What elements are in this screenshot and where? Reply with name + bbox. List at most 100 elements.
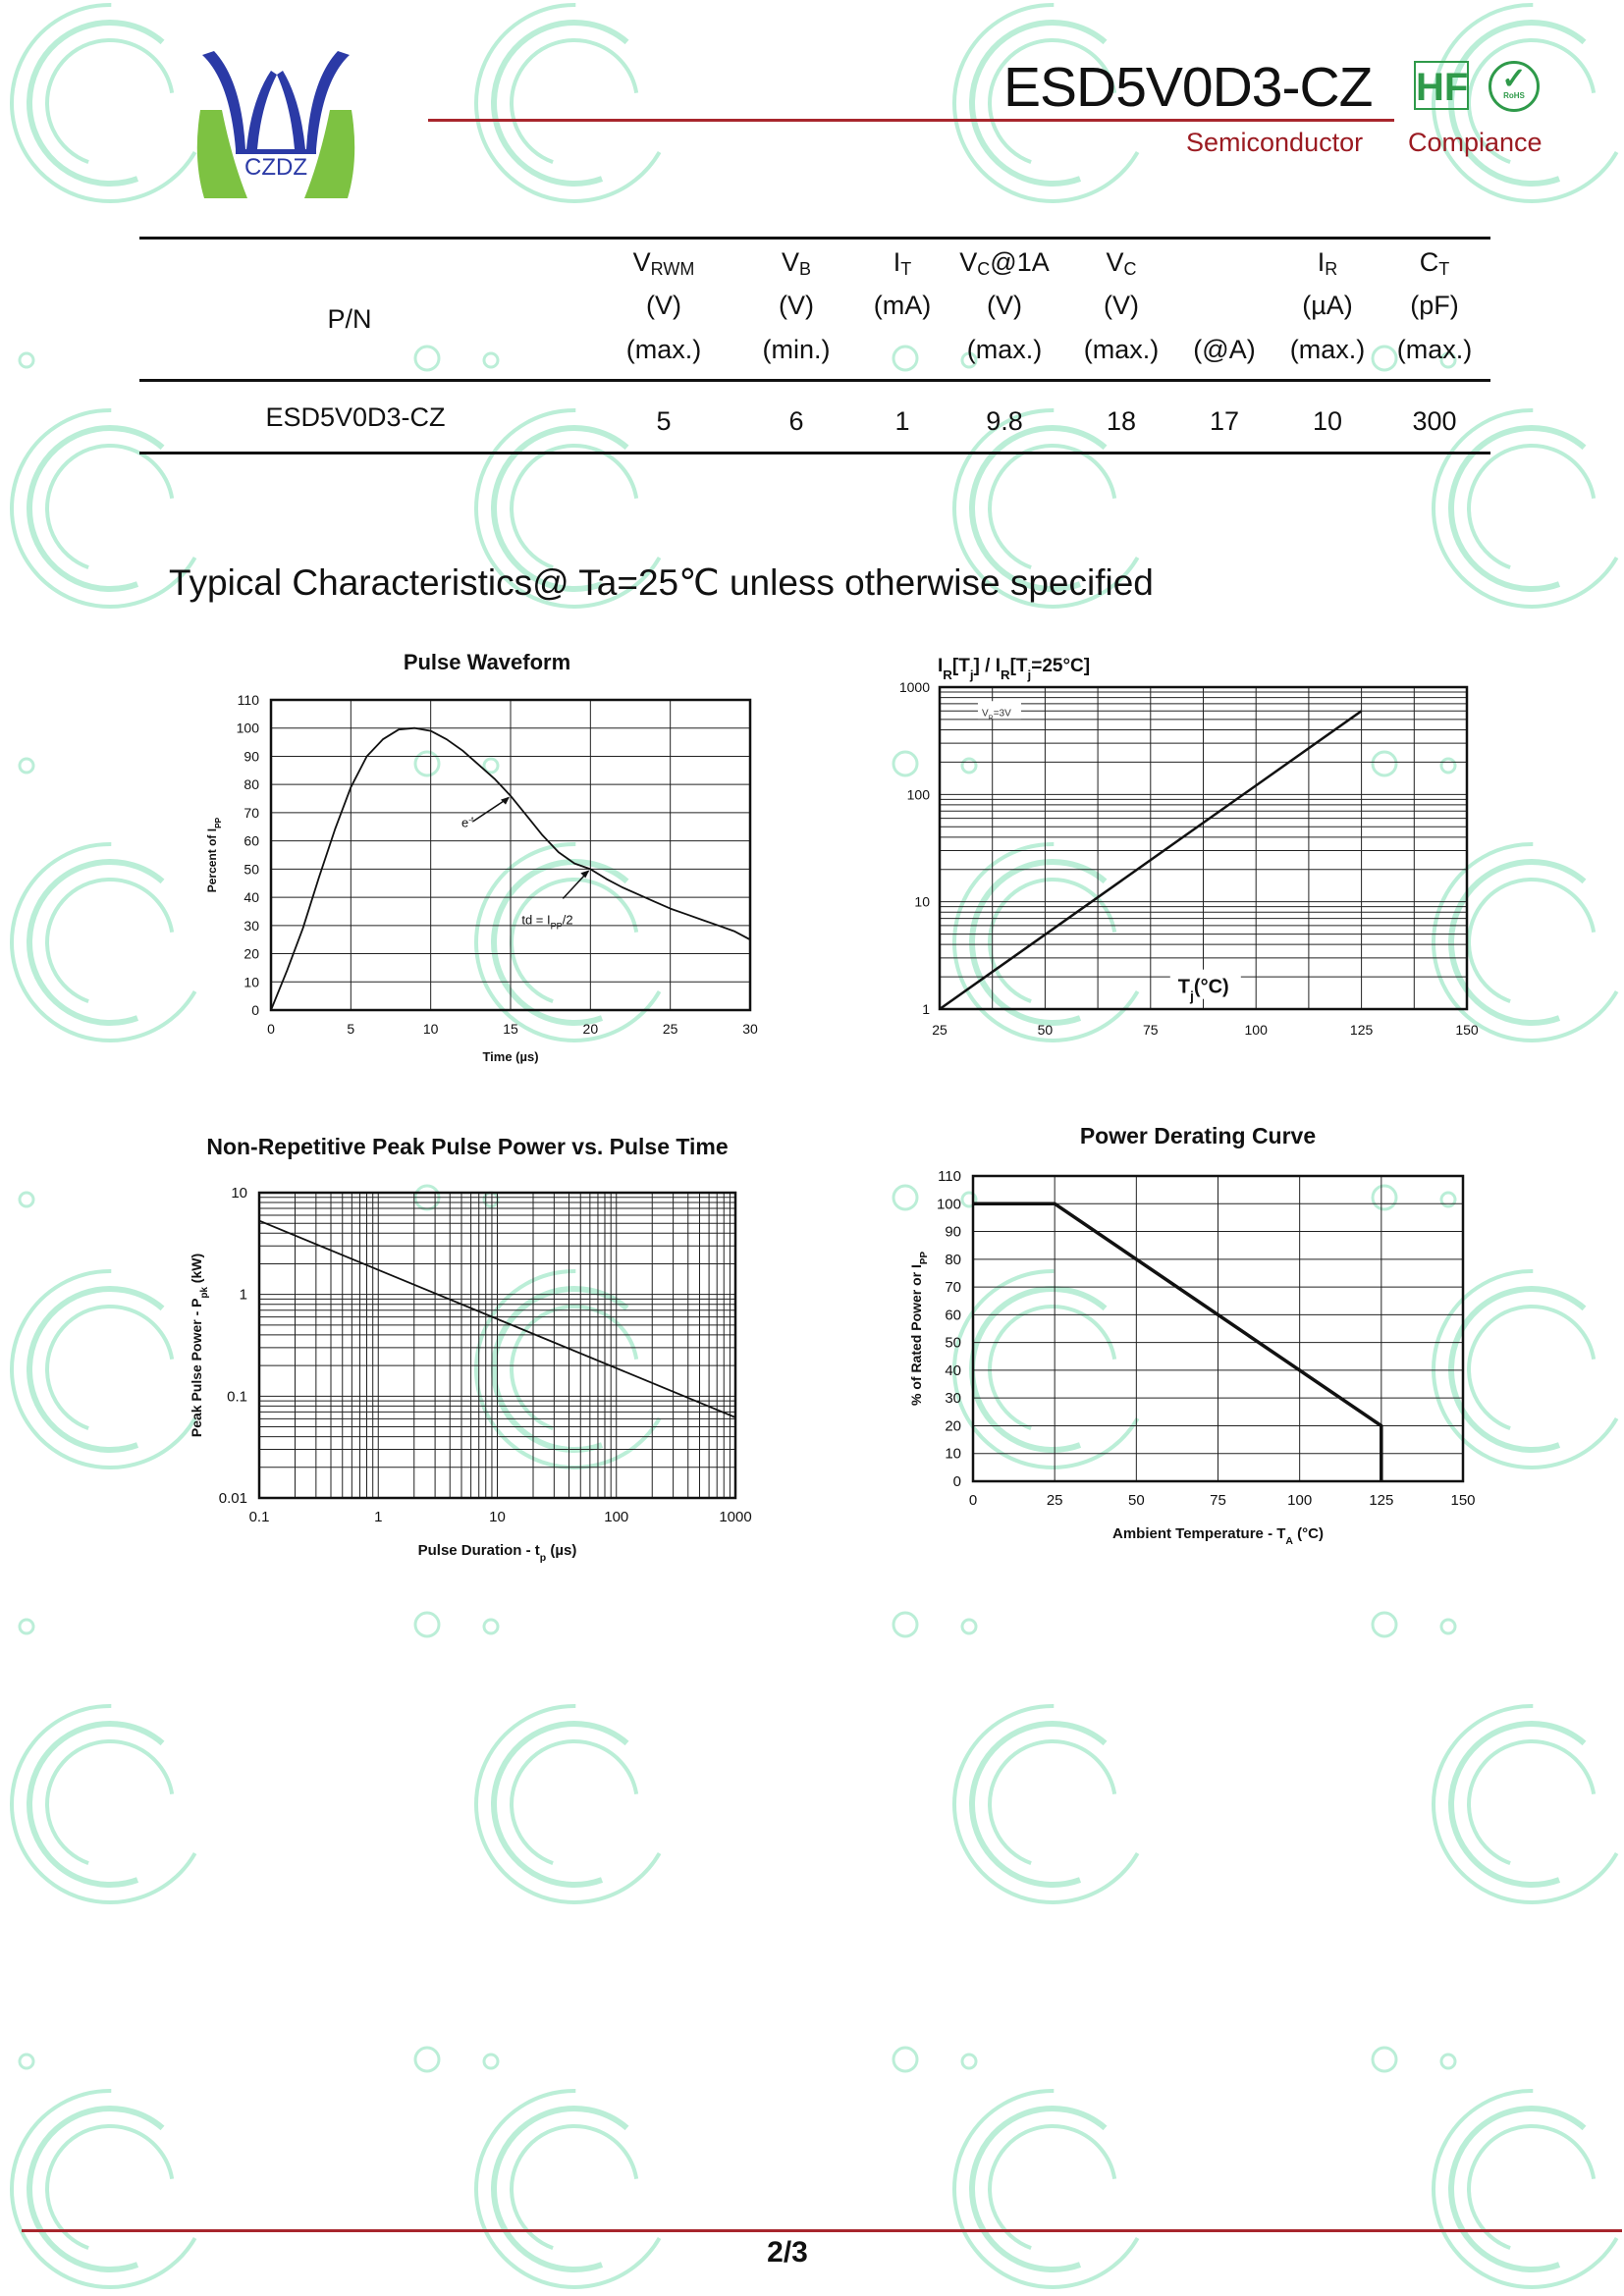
rohs-label: RoHS <box>1503 91 1525 100</box>
chart-title: Pulse Waveform <box>404 650 570 674</box>
column-unit: (V) <box>779 291 814 320</box>
symbol-subscript: R <box>1325 259 1338 279</box>
x-tick-label: 15 <box>503 1021 518 1037</box>
checkmark-icon: ✓ <box>1501 63 1527 95</box>
y-tick-label: 1000 <box>899 679 930 695</box>
watermark-seal <box>892 1704 1153 2073</box>
watermark-seal <box>9 1269 210 1635</box>
text-part: (µs) <box>546 1542 576 1559</box>
watermark-seal <box>892 1269 1153 1638</box>
x-tick-label: 50 <box>1038 1022 1054 1038</box>
x-tick-label: 0.1 <box>249 1509 270 1525</box>
watermark-seal <box>952 2089 1153 2289</box>
watermark-seal <box>474 2089 675 2289</box>
symbol: I <box>1317 247 1326 277</box>
y-tick-label: 100 <box>937 1196 961 1212</box>
text-part: td = I <box>521 912 550 927</box>
column-unit: (pF) <box>1410 291 1459 320</box>
watermark-seal <box>892 408 1153 777</box>
y-tick-label: 0 <box>953 1473 961 1490</box>
y-tick-label: 50 <box>945 1335 961 1352</box>
column-condition: (@A) <box>1193 335 1256 364</box>
x-tick-label: 5 <box>347 1021 354 1037</box>
y-tick-label: 60 <box>945 1307 961 1323</box>
column-unit: (µA) <box>1302 291 1353 320</box>
x-tick-label: 10 <box>423 1021 439 1037</box>
watermark-seal <box>413 1704 675 2073</box>
text-part: A <box>1285 1535 1293 1547</box>
table-header-rule <box>139 379 1490 382</box>
pn-header: P/N <box>327 304 372 334</box>
text-part: R <box>989 715 994 721</box>
y-tick-label: 100 <box>907 786 931 802</box>
table-top-rule <box>139 237 1490 240</box>
watermark-seal <box>9 1704 210 2070</box>
text-part: (°C) <box>1293 1525 1324 1542</box>
x-tick-label: 100 <box>604 1509 628 1525</box>
series-line <box>270 726 751 1011</box>
x-axis-label: Tj(°C) <box>1178 977 1229 1004</box>
rohs-badge: ✓ RoHS <box>1489 61 1540 112</box>
arrowhead-icon <box>501 796 510 805</box>
header-divider <box>428 119 1394 122</box>
text-part: p <box>540 1552 546 1564</box>
chart-1: 0 5 10 15 20 25 30 0 10 20 30 40 50 60 70 80 90 100 110 Pul… <box>205 650 758 1064</box>
part-number-title: ESD5V0D3-CZ <box>1003 56 1373 119</box>
watermark-seal <box>1371 842 1624 1211</box>
text-part: ] / I <box>974 656 1001 676</box>
page-number: 2/3 <box>767 2236 808 2269</box>
table-row-pn: ESD5V0D3-CZ <box>265 402 446 432</box>
y-tick-label: 50 <box>244 861 259 877</box>
y-tick-label: 1 <box>240 1287 247 1304</box>
text-part: (°C) <box>1194 977 1229 998</box>
table-cell: 1 <box>894 406 910 436</box>
symbol-subscript: T <box>900 259 912 279</box>
label-background <box>1169 969 1241 999</box>
series-line <box>258 1219 736 1418</box>
y-tick-label: 110 <box>938 1168 961 1185</box>
y-tick-label: 1 <box>922 1001 930 1017</box>
table-cell: 5 <box>656 406 672 436</box>
x-tick-label: 75 <box>1210 1492 1226 1509</box>
y-axis-label: Peak Pulse Power - Ppk (kW) <box>189 1254 210 1437</box>
column-unit: (V) <box>646 291 681 320</box>
column-symbol: VRWM <box>615 247 713 280</box>
text-part: Ambient Temperature - T <box>1112 1525 1285 1542</box>
company-logo: CZDZ <box>192 51 359 208</box>
x-tick-label: 0 <box>267 1021 275 1037</box>
column-unit: (V) <box>1104 291 1139 320</box>
text-part: =25°C] <box>1031 656 1090 676</box>
symbol-subscript: C <box>1123 259 1137 279</box>
column-condition: (min.) <box>762 335 831 364</box>
table-cell: 9.8 <box>986 406 1023 436</box>
x-tick-label: 1000 <box>719 1509 751 1525</box>
x-tick-label: 125 <box>1369 1492 1393 1509</box>
y-tick-label: 10 <box>231 1185 247 1201</box>
hf-badge: HF <box>1414 61 1469 110</box>
annotation-label: e-t <box>461 815 474 830</box>
column-condition: (max.) <box>1396 335 1473 364</box>
column-unit: (mA) <box>873 291 932 320</box>
section-title: Typical Characteristics@ Ta=25℃ unless o… <box>169 562 1154 603</box>
text-part: j <box>1027 667 1032 682</box>
text-part: Peak Pulse Power - P <box>189 1299 204 1438</box>
text-part: R <box>1001 667 1010 682</box>
y-tick-label: 0 <box>251 1002 259 1018</box>
watermark-seal <box>1371 1269 1624 1638</box>
text-part: (kW) <box>189 1254 204 1287</box>
table-cell: 17 <box>1209 406 1240 436</box>
subtitle-compliance: Compiance <box>1408 128 1543 157</box>
y-tick-label: 90 <box>945 1224 961 1241</box>
watermark-seal <box>9 842 210 1208</box>
table-cell: 10 <box>1312 406 1343 436</box>
text-part: j <box>969 667 974 682</box>
annotation-label: td = IPP/2 <box>521 912 572 931</box>
table-cell: 6 <box>788 406 804 436</box>
text-part: pk <box>199 1287 210 1299</box>
x-tick-label: 30 <box>742 1021 758 1037</box>
column-symbol: VC <box>1072 247 1170 280</box>
column-condition: (max.) <box>1289 335 1366 364</box>
y-tick-label: 40 <box>945 1362 961 1379</box>
